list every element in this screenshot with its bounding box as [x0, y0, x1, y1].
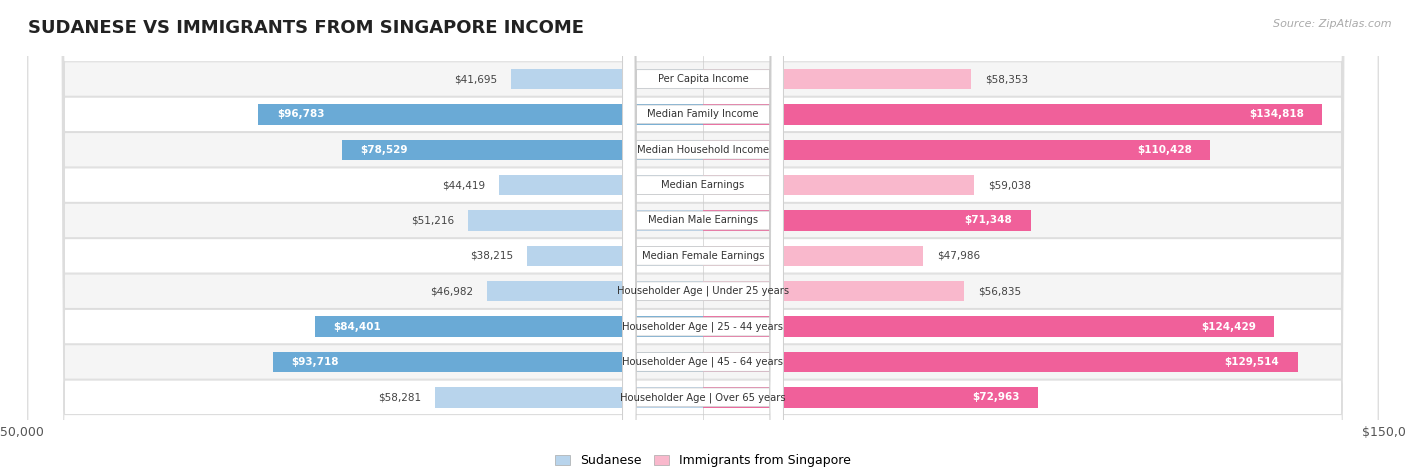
Text: Householder Age | Over 65 years: Householder Age | Over 65 years: [620, 392, 786, 403]
Text: Source: ZipAtlas.com: Source: ZipAtlas.com: [1274, 19, 1392, 28]
Text: $58,353: $58,353: [984, 74, 1028, 84]
Text: $51,216: $51,216: [411, 215, 454, 226]
Bar: [273, 352, 703, 372]
FancyBboxPatch shape: [28, 0, 1378, 467]
Bar: [703, 316, 1274, 337]
Bar: [703, 281, 965, 302]
FancyBboxPatch shape: [623, 0, 783, 467]
FancyBboxPatch shape: [28, 0, 1378, 467]
Text: Median Family Income: Median Family Income: [647, 109, 759, 120]
Text: $56,835: $56,835: [977, 286, 1021, 296]
Text: Householder Age | Under 25 years: Householder Age | Under 25 years: [617, 286, 789, 297]
Bar: [703, 387, 1038, 408]
Text: $110,428: $110,428: [1137, 145, 1192, 155]
Text: $41,695: $41,695: [454, 74, 498, 84]
FancyBboxPatch shape: [623, 0, 783, 467]
Text: $71,348: $71,348: [965, 215, 1012, 226]
FancyBboxPatch shape: [623, 0, 783, 467]
Bar: [703, 246, 924, 266]
FancyBboxPatch shape: [623, 0, 783, 467]
Text: $93,718: $93,718: [291, 357, 339, 367]
FancyBboxPatch shape: [28, 0, 1378, 467]
Bar: [703, 104, 1322, 125]
Text: Median Female Earnings: Median Female Earnings: [641, 251, 765, 261]
Text: $78,529: $78,529: [361, 145, 408, 155]
Text: $47,986: $47,986: [938, 251, 980, 261]
Bar: [342, 140, 703, 160]
FancyBboxPatch shape: [623, 0, 783, 467]
FancyBboxPatch shape: [623, 0, 783, 467]
Text: $46,982: $46,982: [430, 286, 474, 296]
FancyBboxPatch shape: [28, 0, 1378, 467]
Bar: [436, 387, 703, 408]
FancyBboxPatch shape: [623, 0, 783, 467]
Bar: [468, 210, 703, 231]
FancyBboxPatch shape: [623, 0, 783, 467]
Text: SUDANESE VS IMMIGRANTS FROM SINGAPORE INCOME: SUDANESE VS IMMIGRANTS FROM SINGAPORE IN…: [28, 19, 583, 37]
Bar: [703, 210, 1031, 231]
Text: $58,281: $58,281: [378, 392, 422, 402]
Text: Per Capita Income: Per Capita Income: [658, 74, 748, 84]
Text: Median Male Earnings: Median Male Earnings: [648, 215, 758, 226]
Text: Median Household Income: Median Household Income: [637, 145, 769, 155]
Text: $124,429: $124,429: [1201, 322, 1256, 332]
FancyBboxPatch shape: [28, 0, 1378, 467]
Bar: [703, 140, 1211, 160]
Bar: [703, 352, 1298, 372]
Bar: [499, 175, 703, 195]
Bar: [315, 316, 703, 337]
Bar: [512, 69, 703, 89]
Text: $38,215: $38,215: [471, 251, 513, 261]
FancyBboxPatch shape: [28, 0, 1378, 467]
FancyBboxPatch shape: [623, 0, 783, 467]
Text: $129,514: $129,514: [1225, 357, 1279, 367]
Bar: [703, 175, 974, 195]
Text: Householder Age | 25 - 44 years: Householder Age | 25 - 44 years: [623, 321, 783, 332]
FancyBboxPatch shape: [28, 0, 1378, 467]
Text: $59,038: $59,038: [988, 180, 1031, 190]
Text: $44,419: $44,419: [441, 180, 485, 190]
Bar: [703, 69, 972, 89]
FancyBboxPatch shape: [28, 0, 1378, 467]
Bar: [259, 104, 703, 125]
Bar: [527, 246, 703, 266]
Text: $134,818: $134,818: [1249, 109, 1303, 120]
Legend: Sudanese, Immigrants from Singapore: Sudanese, Immigrants from Singapore: [550, 449, 856, 467]
FancyBboxPatch shape: [623, 0, 783, 467]
Text: Householder Age | 45 - 64 years: Householder Age | 45 - 64 years: [623, 357, 783, 367]
FancyBboxPatch shape: [28, 0, 1378, 467]
Text: $84,401: $84,401: [333, 322, 381, 332]
Text: $96,783: $96,783: [277, 109, 325, 120]
Text: Median Earnings: Median Earnings: [661, 180, 745, 190]
FancyBboxPatch shape: [28, 0, 1378, 467]
Text: $72,963: $72,963: [972, 392, 1019, 402]
Bar: [488, 281, 703, 302]
